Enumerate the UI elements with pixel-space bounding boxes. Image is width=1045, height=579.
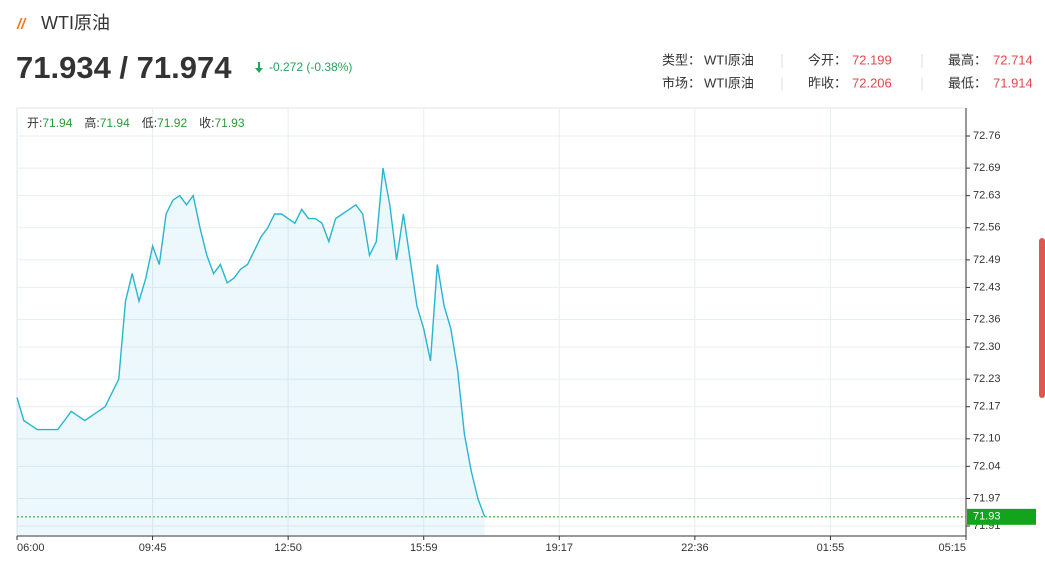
- ohlc-label: 收:: [199, 116, 214, 130]
- page-title: WTI原油: [41, 13, 110, 33]
- info-value: 72.199: [852, 52, 892, 67]
- info-label: 最高：: [948, 52, 987, 67]
- y-tick-label: 72.63: [973, 190, 1001, 202]
- ohlc-value: 71.93: [214, 116, 244, 130]
- y-tick-label: 72.36: [973, 313, 1001, 325]
- line: [16, 167, 486, 518]
- y-tick-label: 72.23: [973, 373, 1001, 385]
- x-tick-label: 19:17: [546, 542, 574, 554]
- y-tick-label: 72.43: [973, 281, 1001, 293]
- info-label: 今开：: [808, 52, 847, 67]
- ohlc-label: 低:: [142, 116, 157, 130]
- y-tick-label: 72.30: [973, 341, 1001, 353]
- info-label: 市场：: [662, 75, 701, 90]
- down-arrow: [255, 62, 263, 73]
- price: 71.934 / 71.974: [16, 50, 232, 85]
- info-label: 类型：: [662, 52, 701, 67]
- ohlc-label: 高:: [84, 115, 99, 130]
- y-tick-label: 72.56: [973, 222, 1001, 234]
- x-tick-label: 15:59: [410, 542, 438, 554]
- info-label: 昨收：: [808, 75, 847, 90]
- ohlc-value: 71.94: [42, 116, 72, 130]
- x-tick-label: 01:55: [817, 542, 845, 554]
- last-price-box: [967, 508, 1036, 525]
- price-change: -0.272 (-0.38%): [269, 60, 352, 74]
- y-tick-label: 72.17: [973, 401, 1001, 413]
- y-tick-label: 72.04: [973, 460, 1001, 472]
- x-tick-label: 12:50: [274, 542, 302, 554]
- y-tick-label: 72.10: [973, 433, 1001, 445]
- y-tick-label: 72.69: [973, 162, 1001, 174]
- side-tab: [1039, 238, 1045, 398]
- title-icon: //: [16, 16, 27, 33]
- info-value: WTI原油: [704, 52, 754, 67]
- x-tick-label: 09:45: [139, 542, 167, 554]
- ohlc-label: 开:: [27, 116, 42, 130]
- info-value: 72.206: [852, 75, 892, 90]
- area: [17, 168, 485, 536]
- info-value: WTI原油: [704, 75, 754, 90]
- x-tick-label: 22:36: [681, 542, 709, 554]
- info-label: 最低：: [948, 75, 987, 90]
- y-tick-label: 72.76: [973, 130, 1001, 142]
- info-value: 72.714: [993, 52, 1033, 67]
- info-value: 71.914: [993, 75, 1033, 90]
- y-tick-label: 71.97: [973, 492, 1001, 504]
- ohlc-value: 71.94: [100, 116, 130, 130]
- x-tick-label: 06:00: [17, 542, 45, 554]
- last-price-label: 71.93: [973, 511, 1001, 523]
- x-tick-label: 05:15: [938, 542, 966, 554]
- y-tick-label: 72.49: [973, 254, 1001, 266]
- ohlc-value: 71.92: [157, 116, 187, 130]
